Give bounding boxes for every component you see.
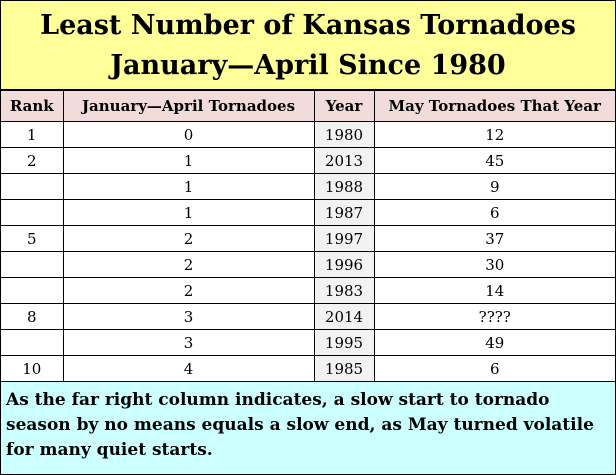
table-row: 3 1995 49 [1,329,615,356]
cell-year: 1988 [313,173,375,200]
cell-may: 49 [373,329,615,356]
cell-rank [1,199,64,226]
cell-rank [1,173,64,200]
table-row: 1 1988 9 [1,173,615,200]
table-row: 2 1983 14 [1,277,615,304]
cell-year: 1985 [313,355,375,382]
table-row: 2 1996 30 [1,251,615,278]
cell-jan-apr: 3 [62,303,315,330]
cell-jan-apr: 1 [62,199,315,226]
cell-rank [1,329,64,356]
header-may-tornadoes: May Tornadoes That Year [373,90,615,122]
cell-year: 2014 [313,303,375,330]
cell-may: 6 [373,355,615,382]
cell-jan-apr: 4 [62,355,315,382]
cell-jan-apr: 2 [62,251,315,278]
cell-rank [1,251,64,278]
cell-year: 1980 [313,121,375,148]
cell-rank: 1 [1,121,64,148]
cell-year: 1997 [313,225,375,252]
header-rank: Rank [1,90,64,122]
table-row: 1 1987 6 [1,199,615,226]
cell-may: 14 [373,277,615,304]
title-line-1: Least Number of Kansas Tornadoes [40,10,576,41]
header-year: Year [313,90,375,122]
cell-may: 12 [373,121,615,148]
cell-rank [1,277,64,304]
table-row: 10 4 1985 6 [1,355,615,382]
table-row: 5 2 1997 37 [1,225,615,252]
cell-rank: 5 [1,225,64,252]
cell-year: 1995 [313,329,375,356]
cell-jan-apr: 2 [62,277,315,304]
cell-year: 1996 [313,251,375,278]
header-row: Rank January—April Tornadoes Year May To… [1,90,615,122]
cell-rank: 10 [1,355,64,382]
cell-may: ???? [373,303,615,330]
cell-year: 2013 [313,147,375,174]
cell-may: 9 [373,173,615,200]
cell-year: 1983 [313,277,375,304]
cell-rank: 2 [1,147,64,174]
header-jan-apr-tornadoes: January—April Tornadoes [62,90,315,122]
cell-may: 30 [373,251,615,278]
cell-may: 6 [373,199,615,226]
title-line-2: January—April Since 1980 [110,50,506,81]
tornado-table: Rank January—April Tornadoes Year May To… [1,90,615,382]
table-row: 2 1 2013 45 [1,147,615,174]
cell-jan-apr: 1 [62,147,315,174]
cell-rank: 8 [1,303,64,330]
cell-jan-apr: 3 [62,329,315,356]
cell-jan-apr: 2 [62,225,315,252]
title-banner: Least Number of Kansas Tornadoes January… [1,1,615,90]
cell-jan-apr: 1 [62,173,315,200]
footnote: As the far right column indicates, a slo… [1,381,615,474]
cell-jan-apr: 0 [62,121,315,148]
table-row: 1 0 1980 12 [1,121,615,148]
cell-may: 37 [373,225,615,252]
cell-year: 1987 [313,199,375,226]
cell-may: 45 [373,147,615,174]
table-row: 8 3 2014 ???? [1,303,615,330]
